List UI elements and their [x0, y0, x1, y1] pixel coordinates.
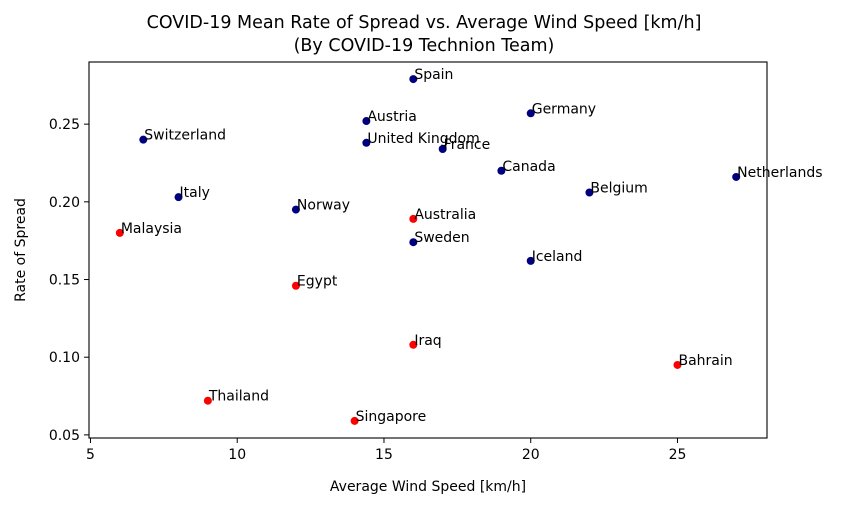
data-point-label: Italy: [180, 185, 210, 201]
data-point: [174, 193, 183, 202]
data-point: [438, 145, 447, 154]
data-points: [115, 75, 741, 425]
x-axis-label: Average Wind Speed [km/h]: [330, 479, 526, 495]
data-point-label: Iraq: [414, 333, 441, 349]
data-point: [526, 256, 535, 265]
x-tick-label: 20: [522, 447, 540, 463]
data-point-label: Malaysia: [121, 221, 182, 237]
data-point-label: Canada: [502, 159, 555, 175]
data-point-label: Switzerland: [144, 128, 226, 144]
data-point: [409, 238, 418, 247]
data-point-label: Australia: [414, 207, 476, 223]
data-point: [585, 188, 594, 197]
data-point: [362, 138, 371, 147]
data-point-label: Netherlands: [737, 165, 822, 181]
chart-title: COVID-19 Mean Rate of Spread vs. Average…: [147, 13, 702, 33]
plot-area-frame: [88, 61, 768, 439]
data-point: [139, 135, 148, 144]
y-tick-label: 0.20: [49, 195, 80, 211]
data-point: [732, 172, 741, 181]
x-tick-label: 5: [86, 447, 95, 463]
data-point-label: Thailand: [208, 389, 269, 405]
chart-subtitle: (By COVID-19 Technion Team): [294, 36, 555, 56]
data-point: [673, 360, 682, 369]
data-point-labels: Spain Austria Germany Switzerland United Kin…: [121, 67, 823, 425]
data-point: [291, 205, 300, 214]
data-point: [497, 166, 506, 175]
data-point: [526, 109, 535, 118]
x-tick-label: 10: [228, 447, 246, 463]
data-point: [409, 340, 418, 349]
data-point: [350, 416, 359, 425]
data-point-label: Singapore: [356, 409, 427, 425]
x-axis: 5 10 15 20 25: [86, 438, 686, 463]
y-tick-label: 0.25: [49, 117, 80, 133]
y-axis-label: Rate of Spread: [13, 198, 29, 302]
y-tick-label: 0.05: [49, 428, 80, 444]
data-point: [409, 75, 418, 84]
x-tick-label: 25: [669, 447, 687, 463]
y-axis: 0.05 0.10 0.15 0.20 0.25: [49, 117, 89, 444]
data-point: [203, 396, 212, 405]
data-point-label: Spain: [414, 67, 453, 83]
data-point: [362, 117, 371, 126]
data-point-label: Sweden: [414, 230, 469, 246]
data-point: [409, 214, 418, 223]
y-tick-label: 0.15: [49, 273, 80, 289]
data-point-label: Belgium: [590, 181, 647, 197]
data-point-label: United Kingdom: [367, 131, 479, 147]
data-point-label: Germany: [532, 101, 596, 117]
data-point-label: Austria: [367, 109, 416, 125]
x-tick-label: 15: [375, 447, 393, 463]
data-point-label: Iceland: [532, 249, 583, 265]
y-tick-label: 0.10: [49, 350, 80, 366]
data-point-label: France: [444, 137, 491, 153]
data-point: [291, 281, 300, 290]
data-point-label: Norway: [297, 198, 350, 214]
data-point-label: Bahrain: [678, 353, 732, 369]
data-point-label: Egypt: [297, 274, 338, 290]
data-point: [115, 228, 124, 237]
